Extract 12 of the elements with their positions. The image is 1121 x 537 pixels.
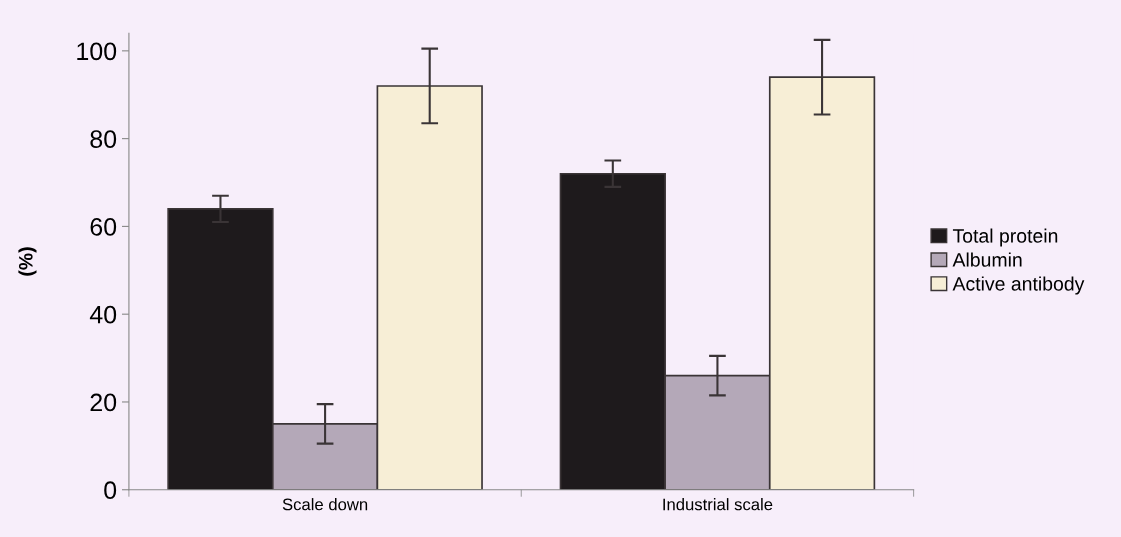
y-tick-label: 40 bbox=[89, 305, 117, 324]
y-tick-label: 100 bbox=[77, 42, 117, 61]
legend-label: Total protein bbox=[952, 228, 1058, 247]
x-tick-label: Scale down bbox=[282, 498, 368, 511]
legend-label: Albumin bbox=[952, 252, 1022, 267]
y-tick-label: 0 bbox=[104, 481, 117, 500]
y-tick-label: 60 bbox=[90, 218, 117, 236]
y-axis-title: (%) bbox=[18, 247, 37, 276]
x-tick-label: Industrial scale bbox=[663, 498, 773, 511]
legend-label: Active antibody bbox=[952, 276, 1085, 295]
y-tick-label: 80 bbox=[90, 130, 117, 148]
y-tick-label: 20 bbox=[90, 393, 117, 412]
